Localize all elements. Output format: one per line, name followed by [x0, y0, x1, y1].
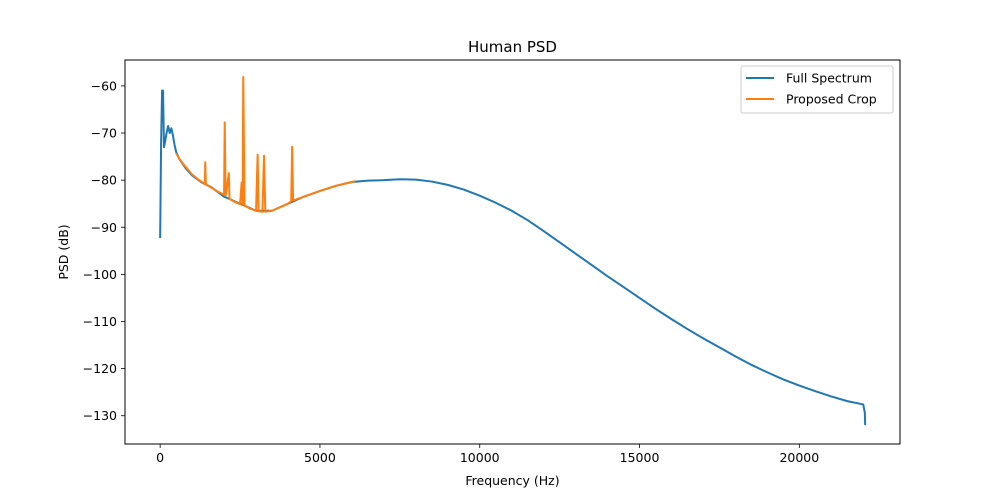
y-axis-label: PSD (dB) — [56, 224, 71, 279]
x-tick-label: 20000 — [779, 450, 819, 465]
y-tick-label: −80 — [91, 173, 117, 188]
y-axis: −60 −70 −80 −90 −100 −110 −120 −130 — [83, 78, 125, 423]
y-tick-label: −130 — [83, 408, 117, 423]
y-tick-label: −70 — [91, 126, 117, 141]
x-axis-label: Frequency (Hz) — [465, 473, 559, 488]
series-line-proposed-crop — [175, 75, 356, 213]
x-axis: 0 5000 10000 15000 20000 — [156, 444, 819, 465]
legend: Full Spectrum Proposed Crop — [740, 65, 894, 114]
y-tick-label: −100 — [83, 267, 117, 282]
y-tick-label: −120 — [83, 361, 117, 376]
legend-label-full-spectrum: Full Spectrum — [786, 71, 872, 86]
y-tick-label: −60 — [91, 78, 117, 93]
y-tick-label: −110 — [83, 314, 117, 329]
legend-box — [740, 65, 894, 114]
plot-frame — [124, 59, 901, 445]
x-tick-label: 5000 — [304, 450, 336, 465]
legend-label-proposed-crop: Proposed Crop — [786, 92, 877, 107]
chart-title: Human PSD — [468, 38, 557, 56]
series-layer — [159, 75, 867, 426]
x-tick-label: 10000 — [460, 450, 500, 465]
x-tick-label: 0 — [156, 450, 164, 465]
y-tick-label: −90 — [91, 220, 117, 235]
x-tick-label: 15000 — [620, 450, 660, 465]
series-line-full-spectrum — [159, 89, 867, 426]
